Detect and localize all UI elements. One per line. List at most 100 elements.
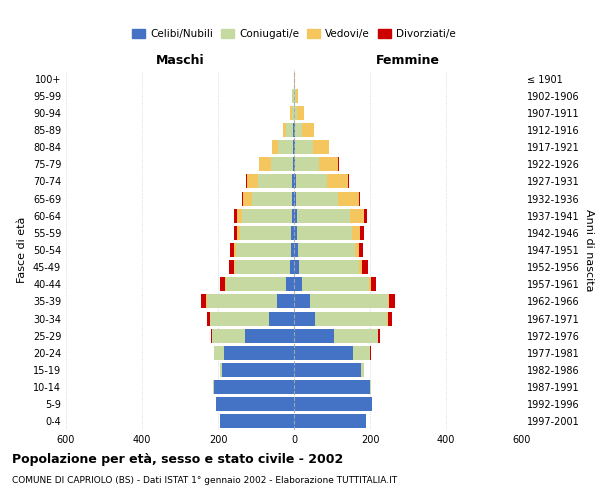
Bar	[297, 226, 352, 240]
Bar	[286, 278, 294, 291]
Bar	[369, 278, 371, 291]
Bar	[242, 208, 292, 222]
Bar	[294, 260, 299, 274]
Bar	[294, 192, 296, 205]
Bar	[236, 208, 242, 222]
Bar	[302, 278, 369, 291]
Bar	[226, 278, 286, 291]
Bar	[294, 208, 297, 222]
Bar	[242, 192, 252, 205]
Bar	[292, 106, 293, 120]
Bar	[211, 312, 269, 326]
Bar	[352, 226, 360, 240]
Bar	[224, 346, 294, 360]
Bar	[302, 123, 314, 137]
Bar	[283, 123, 286, 137]
Bar	[294, 140, 295, 154]
Bar	[364, 208, 367, 222]
Bar	[360, 226, 364, 240]
Bar	[220, 363, 222, 377]
Bar	[291, 243, 294, 257]
Legend: Celibi/Nubili, Coniugati/e, Vedovi/e, Divorziati/e: Celibi/Nubili, Coniugati/e, Vedovi/e, Di…	[128, 25, 460, 44]
Bar	[233, 208, 236, 222]
Bar	[258, 174, 292, 188]
Bar	[211, 328, 212, 342]
Bar	[246, 174, 247, 188]
Text: Popolazione per età, sesso e stato civile - 2002: Popolazione per età, sesso e stato civil…	[12, 452, 343, 466]
Bar	[292, 192, 294, 205]
Bar	[286, 123, 293, 137]
Bar	[389, 294, 395, 308]
Bar	[237, 226, 240, 240]
Text: Maschi: Maschi	[155, 54, 205, 68]
Bar	[290, 106, 292, 120]
Bar	[387, 312, 388, 326]
Y-axis label: Anni di nascita: Anni di nascita	[584, 209, 593, 291]
Text: Femmine: Femmine	[376, 54, 440, 68]
Bar	[212, 328, 245, 342]
Bar	[293, 158, 294, 172]
Bar	[206, 294, 277, 308]
Bar	[214, 380, 294, 394]
Bar	[296, 174, 327, 188]
Bar	[292, 208, 294, 222]
Bar	[201, 294, 206, 308]
Bar	[234, 226, 237, 240]
Bar	[296, 192, 338, 205]
Text: COMUNE DI CAPRIOLO (BS) - Dati ISTAT 1° gennaio 2002 - Elaborazione TUTTITALIA.I: COMUNE DI CAPRIOLO (BS) - Dati ISTAT 1° …	[12, 476, 397, 485]
Bar	[294, 414, 366, 428]
Bar	[278, 140, 293, 154]
Bar	[359, 192, 360, 205]
Bar	[295, 158, 319, 172]
Bar	[234, 243, 236, 257]
Bar	[295, 88, 296, 102]
Bar	[222, 363, 294, 377]
Bar	[359, 243, 363, 257]
Bar	[207, 312, 210, 326]
Bar	[271, 158, 293, 172]
Bar	[299, 260, 359, 274]
Bar	[294, 174, 296, 188]
Bar	[294, 346, 353, 360]
Bar	[359, 260, 362, 274]
Bar	[292, 174, 294, 188]
Y-axis label: Fasce di età: Fasce di età	[17, 217, 27, 283]
Bar	[220, 414, 294, 428]
Bar	[327, 174, 348, 188]
Bar	[348, 174, 349, 188]
Bar	[388, 294, 389, 308]
Bar	[378, 328, 380, 342]
Bar	[294, 328, 334, 342]
Bar	[370, 380, 371, 394]
Bar	[298, 243, 355, 257]
Bar	[272, 140, 278, 154]
Bar	[294, 278, 302, 291]
Bar	[269, 312, 294, 326]
Bar	[388, 312, 392, 326]
Bar	[294, 380, 370, 394]
Bar	[240, 226, 292, 240]
Bar	[334, 328, 377, 342]
Bar	[234, 260, 235, 274]
Bar	[313, 140, 329, 154]
Bar	[290, 260, 294, 274]
Bar	[298, 106, 304, 120]
Bar	[293, 123, 294, 137]
Bar	[214, 346, 224, 360]
Bar	[236, 243, 291, 257]
Bar	[252, 192, 292, 205]
Bar	[277, 294, 294, 308]
Bar	[294, 243, 298, 257]
Bar	[353, 346, 370, 360]
Bar	[294, 226, 297, 240]
Bar	[295, 140, 313, 154]
Bar	[361, 363, 364, 377]
Bar	[235, 260, 290, 274]
Bar	[292, 226, 294, 240]
Bar	[294, 312, 315, 326]
Bar	[294, 398, 372, 411]
Bar	[296, 88, 298, 102]
Bar	[370, 346, 371, 360]
Bar	[315, 312, 387, 326]
Bar	[259, 158, 271, 172]
